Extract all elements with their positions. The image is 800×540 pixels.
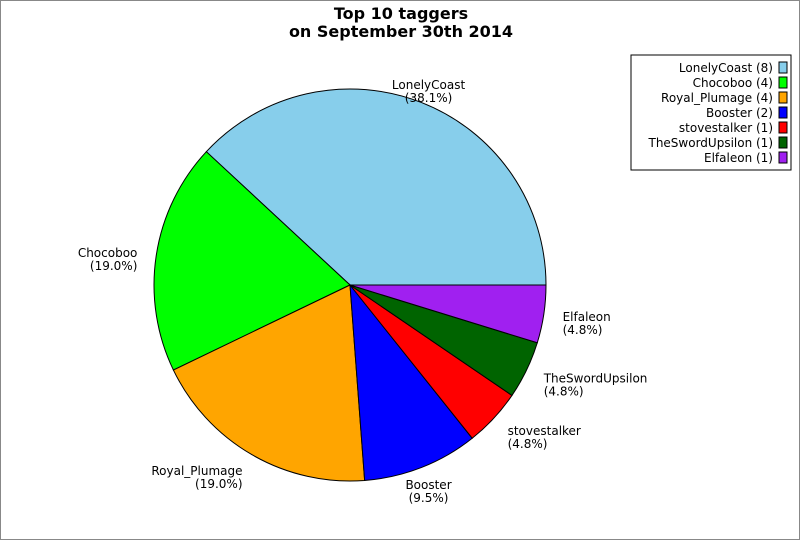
pie-slice-lonelycoast <box>205 88 547 286</box>
legend-swatch <box>778 76 788 89</box>
chart-title-line-2: on September 30th 2014 <box>289 22 513 41</box>
slice-percent-label: (9.5%) <box>409 491 449 505</box>
chart-title-line-1: Top 10 taggers <box>334 4 468 23</box>
slice-percent-label: (4.8%) <box>563 323 603 337</box>
slice-label: TheSwordUpsilon <box>543 371 648 385</box>
legend-swatch <box>778 106 788 119</box>
pie-slice-booster <box>349 283 473 481</box>
legend-swatch <box>778 61 788 74</box>
legend-entry: Booster (2) <box>706 106 773 120</box>
legend-box <box>630 54 792 171</box>
legend-swatch <box>778 151 788 164</box>
legend-swatch <box>778 121 788 134</box>
legend-swatch <box>778 91 788 104</box>
slice-label: LonelyCoast <box>392 78 466 92</box>
slice-percent-label: (38.1%) <box>405 91 452 105</box>
pie-slice-chocoboo <box>153 150 351 371</box>
slice-percent-label: (19.0%) <box>90 259 137 273</box>
slice-label: stovestalker <box>508 424 581 438</box>
legend-entry: TheSwordUpsilon (1) <box>647 136 773 150</box>
slice-label: Elfaleon <box>563 310 611 324</box>
slice-percent-label: (4.8%) <box>508 437 548 451</box>
slice-label: Booster <box>405 478 451 492</box>
legend-entry: Royal_Plumage (4) <box>661 91 773 105</box>
slice-label: Royal_Plumage <box>151 464 242 478</box>
legend-entry: Elfaleon (1) <box>704 151 773 165</box>
legend-swatch <box>778 136 788 149</box>
slice-percent-label: (4.8%) <box>544 384 584 398</box>
pie-slice-elfaleon <box>349 284 547 344</box>
pie-slice-royal_plumage <box>172 284 366 482</box>
slice-percent-label: (19.0%) <box>195 477 242 491</box>
slice-label: Chocoboo <box>78 246 138 260</box>
legend-entry: stovestalker (1) <box>679 121 773 135</box>
legend-entry: LonelyCoast (8) <box>679 61 773 75</box>
legend-entry: Chocoboo (4) <box>693 76 773 90</box>
